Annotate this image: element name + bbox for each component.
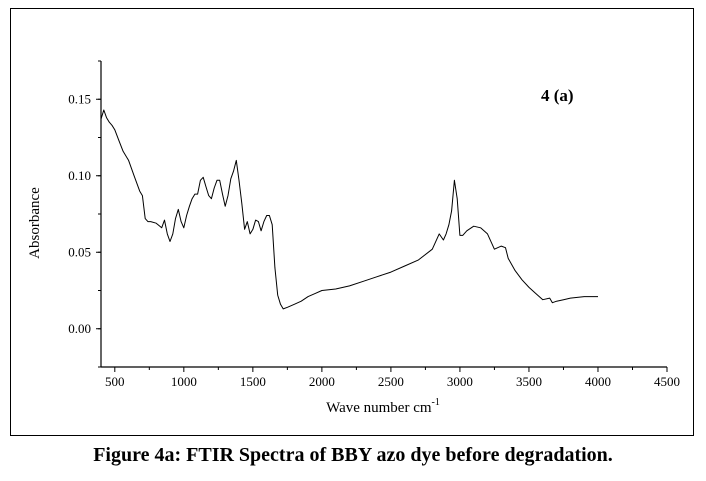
y-tick-label: 0.05 bbox=[68, 244, 91, 259]
x-axis-label-text: Wave number cm bbox=[326, 400, 432, 416]
figure-frame: 500 1000 1500 2000 2500 3000 3500 4000 4500 0.00 0… bbox=[10, 8, 694, 436]
chart-axes bbox=[100, 61, 667, 368]
chart-ticks: 500 1000 1500 2000 2500 3000 3500 4000 4500 0.00 0… bbox=[68, 60, 680, 389]
y-tick-label: 0.10 bbox=[68, 168, 91, 183]
x-axis-label-superscript: -1 bbox=[432, 397, 440, 408]
chart-title: 4 (a) bbox=[541, 86, 574, 105]
x-tick-label: 2500 bbox=[378, 374, 404, 389]
chart-plot-area bbox=[100, 109, 598, 310]
figure-caption: Figure 4a: FTIR Spectra of BBY azo dye b… bbox=[93, 444, 613, 466]
y-tick-label: 0.15 bbox=[68, 91, 91, 106]
x-tick-label: 4500 bbox=[654, 374, 680, 389]
x-tick-label: 1500 bbox=[240, 374, 266, 389]
x-tick-label: 3000 bbox=[447, 374, 473, 389]
x-axis-label: Wave number cm-1 bbox=[326, 397, 440, 416]
y-tick-label: 0.00 bbox=[68, 321, 91, 336]
ftir-chart: 500 1000 1500 2000 2500 3000 3500 4000 4500 0.00 0… bbox=[27, 60, 680, 416]
x-tick-label: 1000 bbox=[171, 374, 197, 389]
y-axis-label: Absorbance bbox=[27, 187, 43, 259]
x-tick-label: 4000 bbox=[585, 374, 611, 389]
x-tick-label: 2000 bbox=[309, 374, 335, 389]
x-tick-label: 500 bbox=[105, 374, 125, 389]
x-tick-label: 3500 bbox=[516, 374, 542, 389]
spectrum-line bbox=[100, 109, 598, 310]
